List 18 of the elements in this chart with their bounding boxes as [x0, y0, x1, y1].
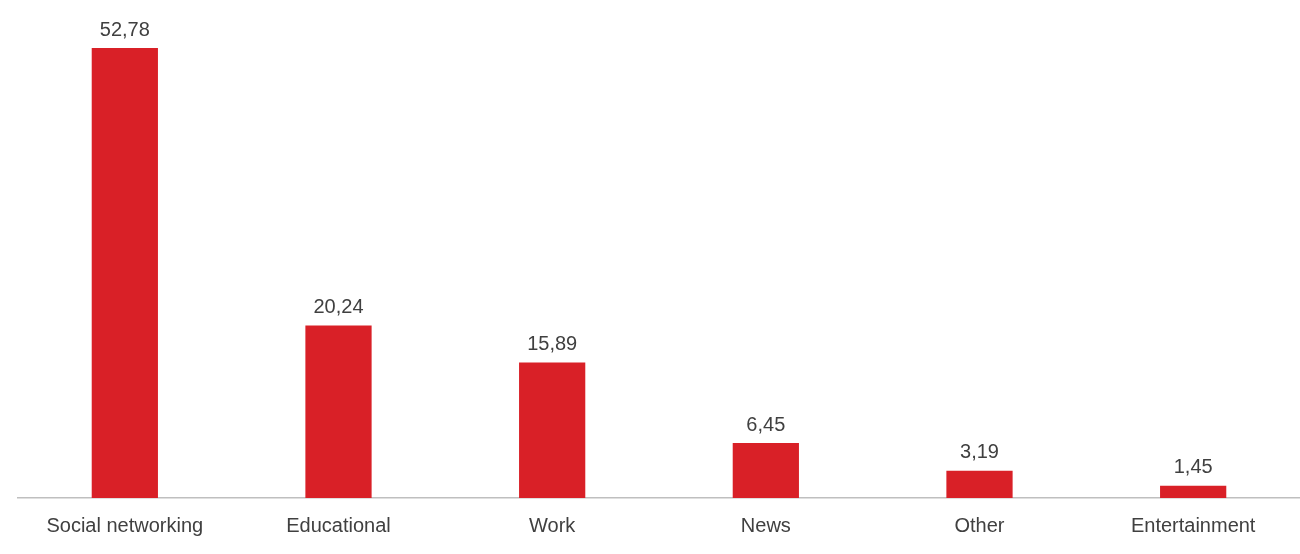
- bar: [1160, 485, 1227, 498]
- data-label: 15,89: [527, 332, 578, 355]
- data-label: 1,45: [1173, 455, 1213, 478]
- data-label: 3,19: [960, 440, 999, 463]
- bar: [305, 325, 372, 498]
- x-tick-label: Other: [954, 513, 1005, 536]
- data-label: 52,78: [99, 17, 150, 40]
- x-tick-label: Social networking: [46, 513, 204, 536]
- bar: [91, 48, 158, 498]
- x-tick-label: Educational: [286, 513, 391, 536]
- x-tick-label: Entertainment: [1130, 513, 1256, 536]
- data-label: 20,24: [313, 294, 364, 317]
- x-tick-label: News: [740, 513, 791, 536]
- bar: [519, 362, 586, 498]
- bar: [946, 470, 1013, 498]
- bar: [732, 443, 799, 498]
- x-tick-label: Work: [529, 513, 577, 536]
- data-label: 6,45: [746, 412, 786, 435]
